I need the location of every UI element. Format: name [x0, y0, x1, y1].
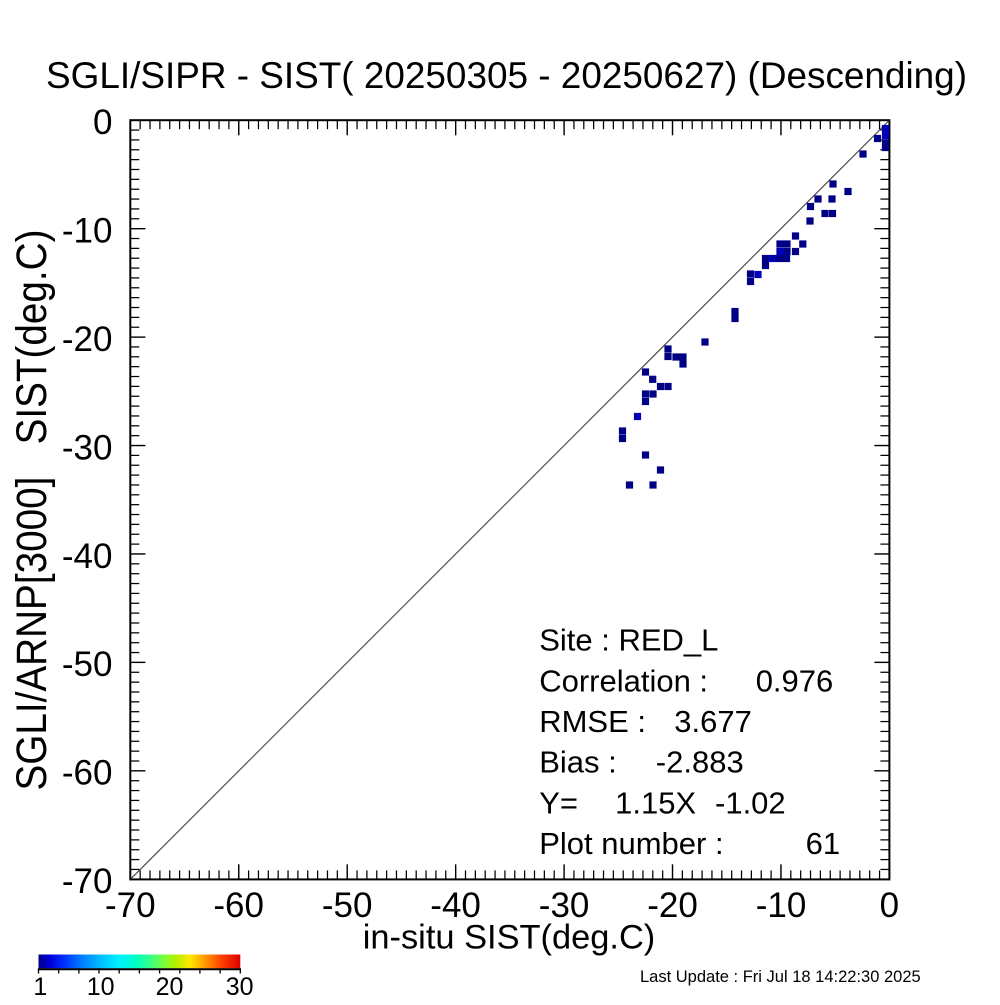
- svg-text:-70: -70: [62, 862, 113, 901]
- svg-text:10: 10: [87, 973, 115, 1000]
- svg-text:-60: -60: [62, 754, 113, 793]
- svg-text:61: 61: [806, 826, 840, 861]
- svg-text:1.15X: 1.15X: [615, 785, 696, 820]
- svg-text:Bias :: Bias :: [539, 745, 617, 780]
- svg-text:-1.02: -1.02: [715, 785, 786, 820]
- svg-text:-10: -10: [756, 886, 807, 925]
- svg-text:Last Update : Fri Jul 18 14:22: Last Update : Fri Jul 18 14:22:30 2025: [640, 968, 921, 986]
- svg-text:20: 20: [156, 973, 184, 1000]
- svg-text:30: 30: [226, 973, 254, 1000]
- svg-text:-30: -30: [62, 428, 113, 467]
- svg-text:0: 0: [93, 103, 112, 142]
- svg-text:RMSE :: RMSE :: [539, 704, 646, 739]
- svg-text:Y=: Y=: [539, 785, 578, 820]
- svg-text:-40: -40: [62, 537, 113, 576]
- svg-text:-40: -40: [430, 886, 481, 925]
- svg-text:-50: -50: [322, 886, 373, 925]
- svg-text:Site : RED_L: Site : RED_L: [539, 623, 718, 658]
- svg-text:-10: -10: [62, 211, 113, 250]
- svg-text:0.976: 0.976: [756, 663, 834, 698]
- svg-text:in-situ SIST(deg.C): in-situ SIST(deg.C): [363, 918, 656, 956]
- svg-text:-20: -20: [62, 320, 113, 359]
- svg-text:SGLI/SIPR - SIST( 20250305 - 2: SGLI/SIPR - SIST( 20250305 - 20250627) (…: [46, 55, 967, 96]
- svg-text:-60: -60: [213, 886, 264, 925]
- svg-text:1: 1: [33, 973, 47, 1000]
- svg-text:Plot number :: Plot number :: [539, 826, 723, 861]
- svg-text:3.677: 3.677: [674, 704, 752, 739]
- svg-text:SGLI/ARNP[3000] SIST(deg.C): SGLI/ARNP[3000] SIST(deg.C): [8, 230, 56, 791]
- svg-text:Correlation :: Correlation :: [539, 663, 708, 698]
- svg-text:-30: -30: [539, 886, 590, 925]
- svg-text:-2.883: -2.883: [656, 745, 744, 780]
- svg-text:0: 0: [880, 886, 899, 925]
- svg-text:-50: -50: [62, 645, 113, 684]
- svg-text:-20: -20: [647, 886, 698, 925]
- svg-text:-70: -70: [105, 886, 156, 925]
